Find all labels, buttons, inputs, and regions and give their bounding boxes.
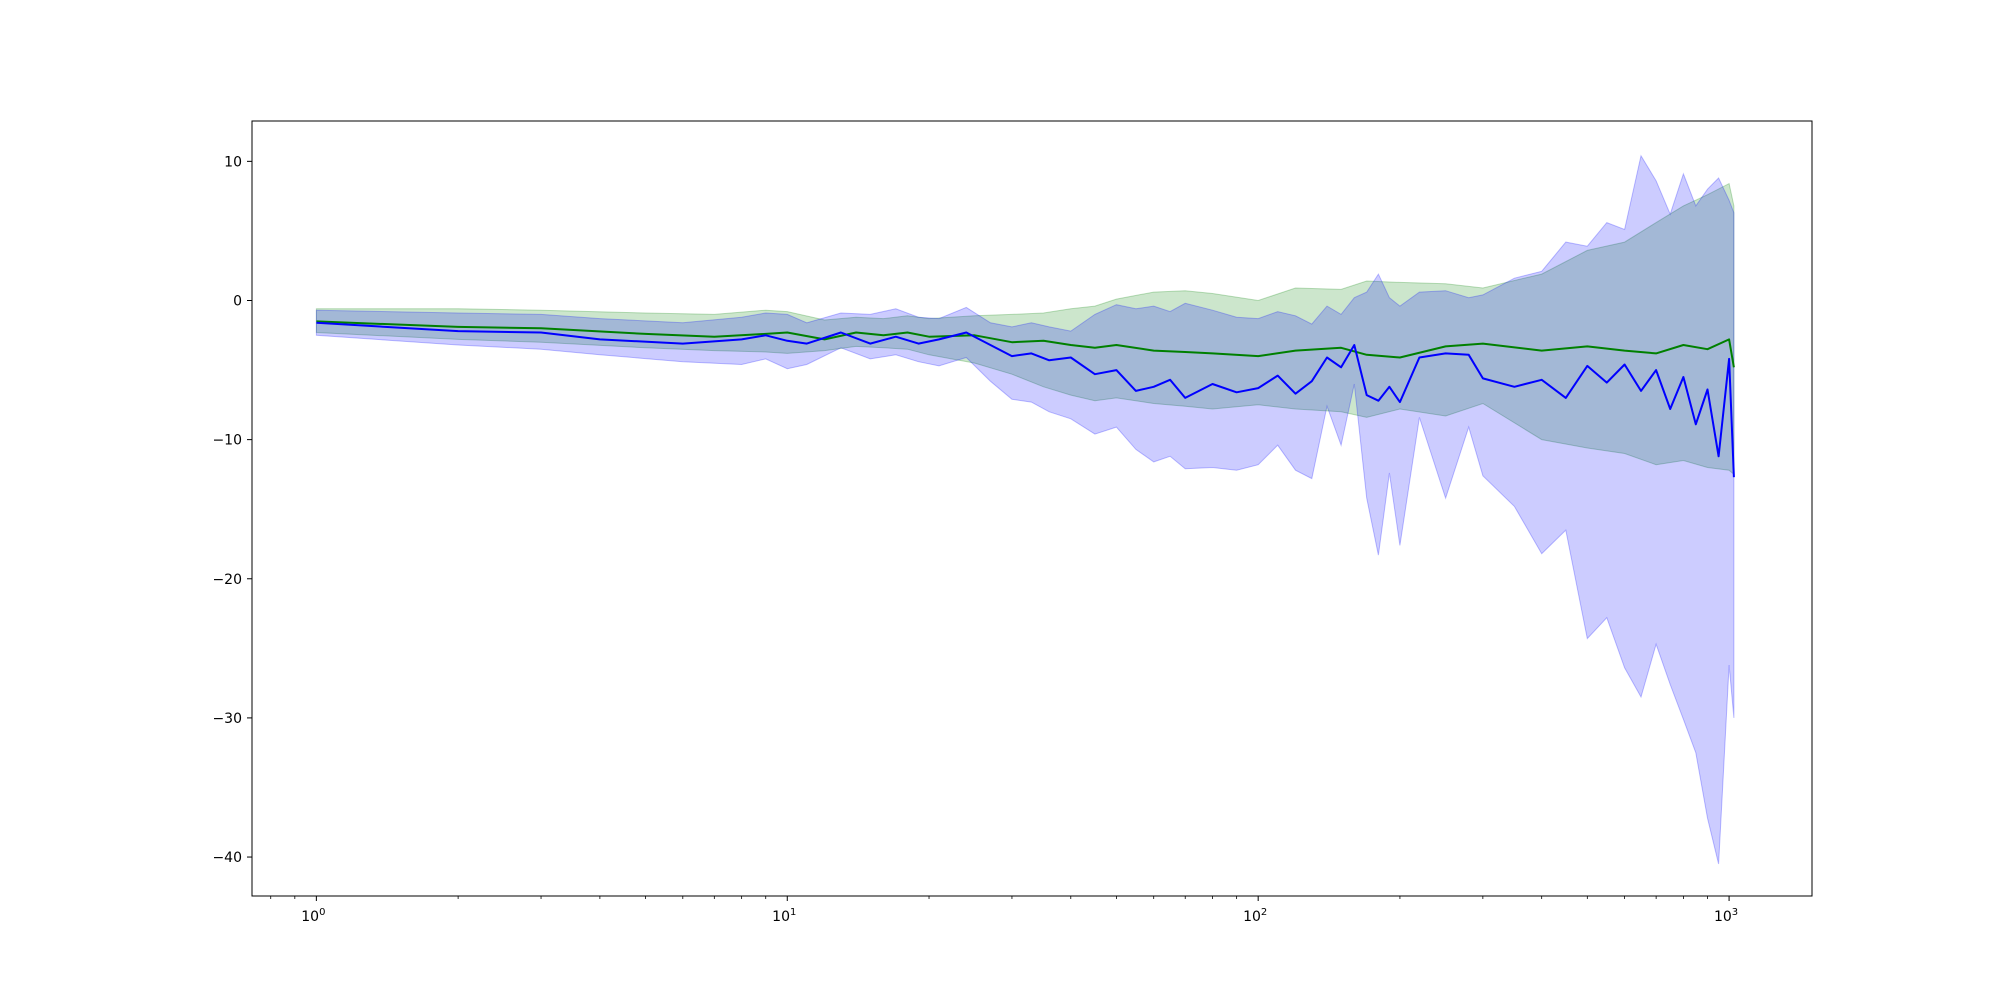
x-tick-label-base: 10 [1243, 909, 1261, 925]
y-tick-label: −30 [212, 711, 242, 727]
series-1-line [316, 320, 1735, 368]
series-2-band [315, 154, 1735, 865]
y-tick-label: −40 [212, 850, 242, 866]
x-tick-label: 100 [301, 907, 325, 925]
x-tick-label-exponent: 3 [1732, 907, 1738, 918]
x-tick-label: 103 [1714, 907, 1738, 925]
x-tick-label-exponent: 1 [790, 907, 796, 918]
x-tick-label-base: 10 [772, 909, 790, 925]
y-tick-label: 10 [224, 154, 242, 170]
y-tick-label: 0 [233, 293, 242, 309]
x-tick-label-exponent: 0 [319, 907, 325, 918]
x-tick-label: 101 [772, 907, 796, 925]
y-tick-label: −20 [212, 572, 242, 588]
series-2-line [316, 321, 1735, 478]
plot-area-frame [251, 120, 1813, 897]
x-tick-label-base: 10 [1714, 909, 1732, 925]
y-tick-label: −10 [212, 433, 242, 449]
x-tick-label: 102 [1243, 907, 1267, 925]
series-lines [316, 320, 1735, 478]
x-tick-label-base: 10 [301, 909, 319, 925]
x-tick-label-exponent: 2 [1261, 907, 1267, 918]
y-axis: 10 0 −10 −20 −30 −40 [212, 154, 252, 866]
x-axis: 100 101 102 103 [270, 896, 1738, 925]
